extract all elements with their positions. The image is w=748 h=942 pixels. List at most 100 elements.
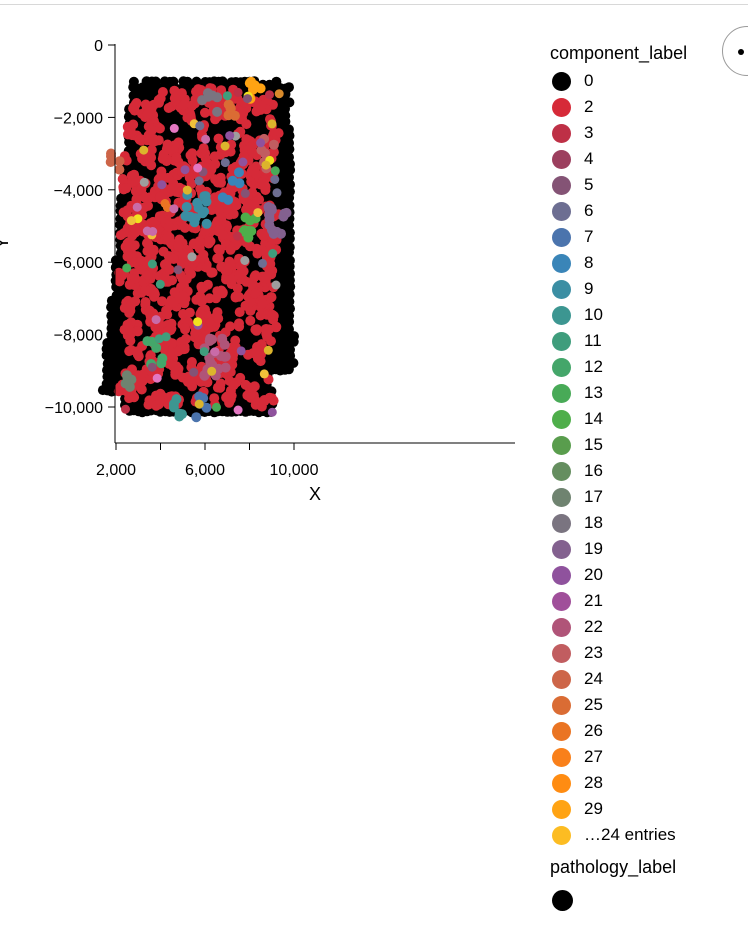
data-point xyxy=(130,273,141,284)
legend-item[interactable]: 13 xyxy=(550,380,740,406)
data-point xyxy=(171,152,182,163)
data-point xyxy=(114,156,125,167)
legend-label: 10 xyxy=(584,305,603,324)
legend-item[interactable]: 2 xyxy=(550,94,740,120)
legend-item[interactable]: 23 xyxy=(550,640,740,666)
data-point xyxy=(155,172,166,183)
legend-item[interactable]: 6 xyxy=(550,198,740,224)
data-point xyxy=(187,100,198,111)
legend-item[interactable]: 29 xyxy=(550,796,740,822)
legend-item[interactable]: …24 entries xyxy=(550,822,740,848)
data-point xyxy=(220,158,230,168)
legend-item[interactable]: 12 xyxy=(550,354,740,380)
legend-item[interactable]: 11 xyxy=(550,328,740,354)
legend-label: 9 xyxy=(584,279,594,298)
data-point xyxy=(189,367,199,377)
data-point xyxy=(251,243,262,254)
legend-item[interactable]: 15 xyxy=(550,432,740,458)
legend-swatch xyxy=(552,591,571,611)
data-point xyxy=(222,91,232,101)
legend-label: 13 xyxy=(584,383,603,402)
legend-item[interactable]: 7 xyxy=(550,224,740,250)
legend-label: 7 xyxy=(584,227,594,246)
legend-item[interactable]: 5 xyxy=(550,172,740,198)
legend-item[interactable]: 14 xyxy=(550,406,740,432)
data-point xyxy=(142,270,153,280)
legend-item[interactable]: 25 xyxy=(550,692,740,718)
legend-label: 28 xyxy=(584,773,603,792)
legend-item[interactable]: 24 xyxy=(550,666,740,692)
data-point xyxy=(245,315,256,326)
x-tick-label: 2,000 xyxy=(96,462,136,479)
data-point xyxy=(137,153,148,164)
legend-label: 29 xyxy=(584,799,603,818)
legend-item[interactable]: 20 xyxy=(550,562,740,588)
data-point xyxy=(206,205,217,215)
data-point xyxy=(194,399,204,409)
legend-label: 27 xyxy=(584,747,603,766)
legend-item[interactable]: 22 xyxy=(550,614,740,640)
legend-swatch xyxy=(552,721,571,741)
legend-item[interactable]: 19 xyxy=(550,536,740,562)
data-point xyxy=(200,107,210,118)
legend-item[interactable]: 26 xyxy=(550,718,740,744)
legend-label: 24 xyxy=(584,669,603,688)
data-point xyxy=(246,76,257,87)
data-point xyxy=(161,332,171,342)
data-point xyxy=(227,175,238,186)
legend-item[interactable]: 9 xyxy=(550,276,740,302)
legend-label: 0 xyxy=(584,71,594,90)
data-point xyxy=(137,376,148,387)
data-point xyxy=(121,370,132,381)
data-point xyxy=(146,160,157,171)
data-point xyxy=(271,322,282,333)
legend-item[interactable]: 17 xyxy=(550,484,740,510)
legend-item[interactable]: 3 xyxy=(550,120,740,146)
data-point xyxy=(154,334,164,344)
data-point xyxy=(201,218,212,229)
legend-item[interactable]: 16 xyxy=(550,458,740,484)
data-point xyxy=(193,317,203,327)
data-point xyxy=(148,227,158,236)
legend-item[interactable]: 10 xyxy=(550,302,740,328)
legend-item[interactable]: 28 xyxy=(550,770,740,796)
legend-item[interactable]: 21 xyxy=(550,588,740,614)
legend-swatch xyxy=(552,461,571,481)
data-point xyxy=(207,366,217,376)
component-legend: component_label 0 2 3 4 5 6 7 8 9 10 11 12 13 14 15 16 1… xyxy=(550,42,740,911)
data-point xyxy=(272,188,282,198)
data-point xyxy=(145,373,156,384)
legend-label: 12 xyxy=(584,357,603,376)
data-point xyxy=(147,125,157,136)
legend-item[interactable]: 0 xyxy=(550,68,740,94)
data-point xyxy=(212,402,221,412)
legend-item[interactable]: 4 xyxy=(550,146,740,172)
legend2-swatch[interactable] xyxy=(552,890,573,911)
data-point xyxy=(212,382,223,393)
data-point xyxy=(182,185,192,195)
data-point xyxy=(266,203,277,214)
data-point xyxy=(233,405,243,415)
data-point xyxy=(169,204,179,214)
data-point xyxy=(240,256,250,265)
data-point xyxy=(201,196,212,207)
data-point xyxy=(168,402,179,413)
data-point xyxy=(136,184,147,195)
legend-swatch xyxy=(552,669,571,689)
data-point xyxy=(280,116,291,127)
data-point xyxy=(139,145,149,155)
data-point xyxy=(217,192,228,203)
x-axis-title: X xyxy=(309,484,321,504)
legend-item[interactable]: 8 xyxy=(550,250,740,276)
data-point xyxy=(212,106,223,117)
dot-menu-icon xyxy=(738,49,744,55)
legend-label: 16 xyxy=(584,461,603,480)
scatter-plot[interactable]: 0 −2,000 −4,000 −6,000 −8,000 −10,000 2,000 6,… xyxy=(0,0,520,520)
data-point xyxy=(180,211,191,221)
legend-item[interactable]: 18 xyxy=(550,510,740,536)
data-point xyxy=(247,382,258,393)
data-point xyxy=(256,138,266,148)
data-point xyxy=(160,199,170,208)
data-point xyxy=(225,321,236,332)
legend-item[interactable]: 27 xyxy=(550,744,740,770)
